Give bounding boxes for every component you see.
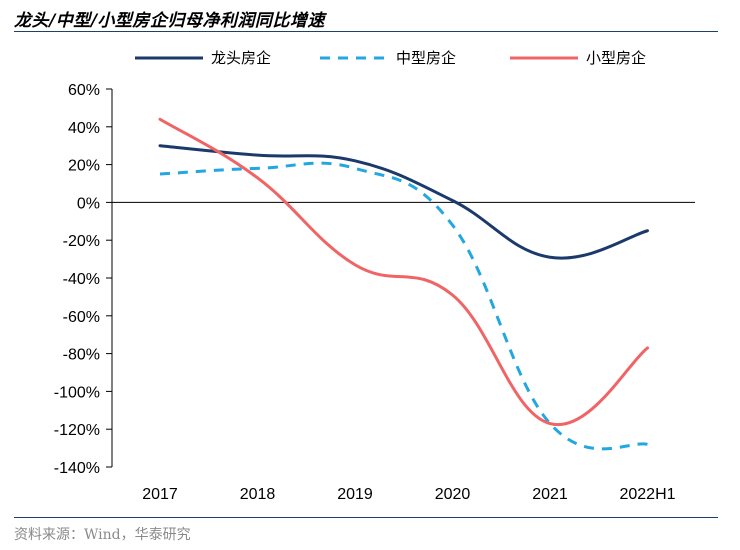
x-tick-label: 2022H1 [619,486,675,503]
bottom-divider [14,517,718,518]
y-tick-label: -140% [54,460,100,477]
y-tick-label: -40% [63,271,100,288]
x-tick-label: 2021 [532,486,568,503]
x-tick-label: 2019 [337,486,373,503]
top-divider [14,31,718,32]
source-note: 资料来源：Wind，华泰研究 [14,527,191,543]
y-tick-label: 60% [68,82,100,99]
y-tick-label: -120% [54,422,100,439]
chart-title: 龙头/中型/小型房企归母净利润同比增速 [14,11,325,31]
y-tick-label: 40% [68,120,100,137]
y-tick-label: -60% [63,309,100,326]
y-tick-label: -80% [63,347,100,364]
y-tick-label: 0% [77,195,100,212]
series-line-2 [158,117,649,427]
y-axis: 60% 40% 20% 0% -20% -40% -60% -80% -100% -120% -14… [54,82,113,477]
y-tick-label: -20% [63,233,100,250]
x-axis: 2017 2018 2019 2020 2021 2022H1 [112,201,695,503]
legend-label: 龙头房企 [211,49,271,67]
y-tick-label: 20% [68,158,100,175]
x-tick-label: 2020 [435,486,471,503]
legend-label: 中型房企 [396,49,456,67]
legend-label: 小型房企 [586,49,646,67]
legend: 龙头房企 中型房企 小型房企 [135,49,646,67]
series-group [158,117,649,451]
series-line-0 [158,144,649,260]
x-tick-label: 2017 [142,486,178,503]
x-tick-label: 2018 [240,486,276,503]
series-line-1 [159,161,648,451]
y-tick-label: -100% [54,384,100,401]
